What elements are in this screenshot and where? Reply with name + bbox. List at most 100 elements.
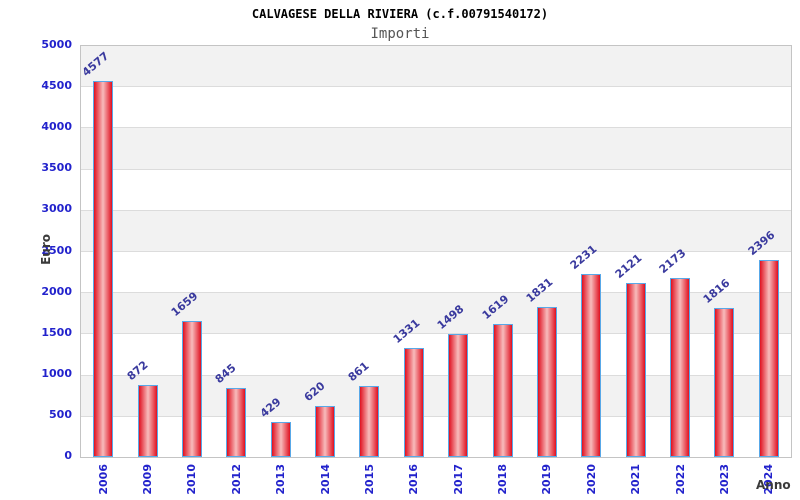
x-tick-label: 2021 — [629, 464, 643, 495]
x-tick-slot: 2019 — [525, 464, 569, 500]
bar-value-label: 845 — [212, 360, 239, 386]
y-tick-label: 2500 — [41, 243, 72, 257]
plot-band — [81, 210, 791, 253]
bar-2016: 1331 — [390, 316, 424, 457]
x-tick-slot: 2017 — [436, 464, 480, 500]
bar-slot-2010: 1659 — [169, 46, 214, 457]
plot-band — [81, 169, 791, 211]
x-tick-label: 2014 — [318, 464, 332, 495]
y-tick-label: 3500 — [41, 161, 72, 175]
x-tick-label: 2015 — [362, 464, 376, 495]
bar-slot-2016: 1331 — [390, 46, 436, 457]
bar-2020: 2231 — [568, 242, 602, 457]
y-tick-label: 4500 — [41, 79, 72, 93]
x-tick-slot: 2014 — [303, 464, 347, 500]
bar-2021: 2121 — [612, 251, 646, 457]
x-tick-slot: 2020 — [569, 464, 613, 500]
x-tick-slot: 2006 — [81, 464, 125, 500]
x-tick-slot: 2013 — [259, 464, 303, 500]
x-tick-label: 2019 — [540, 464, 554, 495]
bar-2010: 1659 — [169, 289, 202, 457]
bar-value-label: 872 — [124, 358, 151, 384]
y-tick-label: 1000 — [41, 366, 72, 380]
bar-2022: 2173 — [657, 247, 691, 457]
bar-slot-2006: 4577 — [80, 46, 125, 457]
bar-2023: 1816 — [701, 276, 735, 457]
bar-value-label: 1619 — [479, 292, 512, 322]
x-tick-label: 2009 — [141, 464, 155, 495]
plot-band — [81, 46, 791, 88]
y-tick-label: 1500 — [41, 325, 72, 339]
bar-value-label: 4577 — [79, 49, 112, 79]
bar-value-label: 620 — [301, 379, 328, 405]
chart-title: CALVAGESE DELLA RIVIERA (c.f.00791540172… — [251, 7, 549, 21]
y-tick-label: 3000 — [41, 202, 72, 216]
bar-slot-2017: 1498 — [435, 46, 480, 457]
bar-2015: 861 — [346, 360, 380, 457]
bar-value-label: 2396 — [745, 228, 778, 259]
x-tick-slot: 2012 — [214, 464, 258, 500]
y-tick-label: 4000 — [41, 120, 72, 134]
bar-slot-2019: 1831 — [524, 46, 569, 457]
bar-slot-2020: 2231 — [568, 46, 613, 457]
bar-2012: 845 — [213, 361, 247, 457]
x-tick-label: 2023 — [717, 464, 731, 495]
y-tick-label: 500 — [49, 407, 72, 421]
plot-band — [81, 87, 791, 129]
x-tick-slot: 2022 — [658, 464, 702, 500]
bar-2014: 620 — [302, 379, 336, 457]
x-tick-label: 2012 — [229, 464, 243, 495]
bar-value-label: 861 — [346, 359, 373, 385]
bar-slot-2015: 861 — [346, 46, 391, 457]
x-tick-slot: 2021 — [614, 464, 658, 500]
bar-slot-2012: 845 — [213, 46, 258, 457]
bar-value-label: 2173 — [656, 246, 689, 277]
y-axis-label: Euro — [39, 234, 53, 265]
bar-2009: 872 — [124, 359, 158, 457]
x-tick-slot: 2016 — [392, 464, 436, 500]
bar-2006: 4577 — [80, 49, 114, 457]
bars-layer: 4577 872 1659 845 429 620 861 1331 1498 1619 1831 2… — [80, 46, 791, 457]
chart-subtitle: Importi — [370, 26, 430, 42]
plot-band — [81, 128, 791, 170]
bar-value-label: 1831 — [523, 274, 556, 305]
bar-2019: 1831 — [524, 275, 557, 457]
bar-value-label: 1498 — [434, 302, 467, 332]
y-tick-label: 5000 — [41, 38, 72, 51]
bar-value-label: 2231 — [567, 241, 600, 272]
bar-slot-2024: 2396 — [745, 46, 791, 457]
bar-slot-2013: 429 — [257, 46, 303, 457]
x-tick-slot: 2015 — [347, 464, 391, 500]
x-axis-ticks: 2006 2009 2010 2012 2013 2014 2015 2016 2017 2018… — [81, 464, 791, 500]
x-tick-label: 2006 — [96, 464, 110, 495]
y-tick-label: 2000 — [41, 284, 72, 298]
bar-2017: 1498 — [435, 302, 469, 457]
x-tick-slot: 2023 — [702, 464, 746, 500]
x-tick-label: 2013 — [274, 464, 288, 495]
x-tick-label: 2020 — [584, 464, 598, 495]
bar-slot-2023: 1816 — [701, 46, 746, 457]
x-tick-label: 2018 — [496, 464, 510, 495]
y-tick-label: 0 — [64, 449, 72, 462]
x-tick-label: 2017 — [451, 464, 465, 495]
bar-2018: 1619 — [479, 292, 513, 457]
bar-value-label: 1816 — [701, 276, 733, 306]
bar-value-label: 1659 — [168, 288, 201, 319]
bar-value-label: 1331 — [390, 315, 423, 346]
bar-2024: 2396 — [745, 228, 779, 457]
bar-value-label: 429 — [257, 395, 284, 420]
bar-slot-2009: 872 — [124, 46, 169, 457]
bar-slot-2021: 2121 — [612, 46, 658, 457]
bar-slot-2014: 620 — [302, 46, 347, 457]
x-axis-label: Anno — [756, 478, 791, 492]
bar-slot-2022: 2173 — [657, 46, 702, 457]
bar-value-label: 2121 — [612, 251, 645, 281]
x-tick-label: 2016 — [407, 464, 421, 495]
x-tick-slot: 2018 — [480, 464, 524, 500]
x-tick-label: 2010 — [185, 464, 199, 495]
x-tick-slot: 2009 — [125, 464, 169, 500]
x-tick-label: 2022 — [673, 464, 687, 495]
bar-2013: 429 — [257, 395, 291, 457]
bar-slot-2018: 1619 — [479, 46, 524, 457]
